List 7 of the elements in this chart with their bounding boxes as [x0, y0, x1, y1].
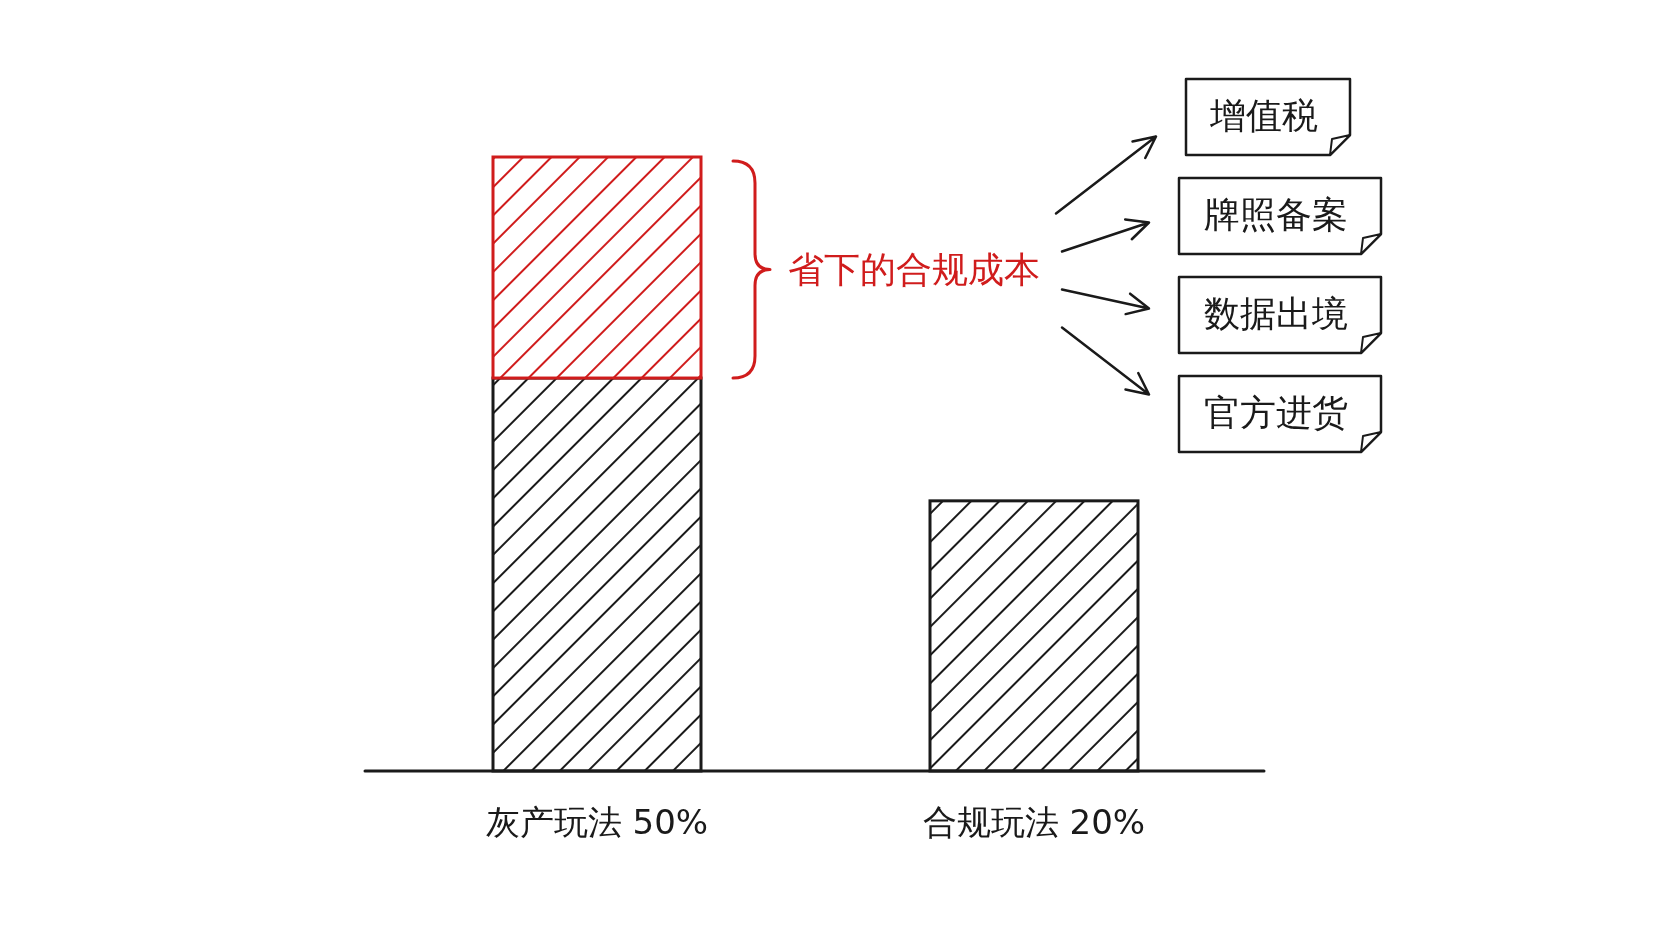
x-tick-label: 灰产玩法 50% — [485, 802, 709, 842]
annotation: 官方进货 — [1204, 391, 1348, 433]
annotation: 牌照备案 — [1204, 193, 1348, 235]
x-tick-label: 合规玩法 20% — [922, 802, 1146, 842]
text: 增值税 — [1209, 94, 1318, 136]
text: 省下的合规成本 — [788, 249, 1040, 291]
annotation: 数据出境 — [1204, 292, 1348, 334]
